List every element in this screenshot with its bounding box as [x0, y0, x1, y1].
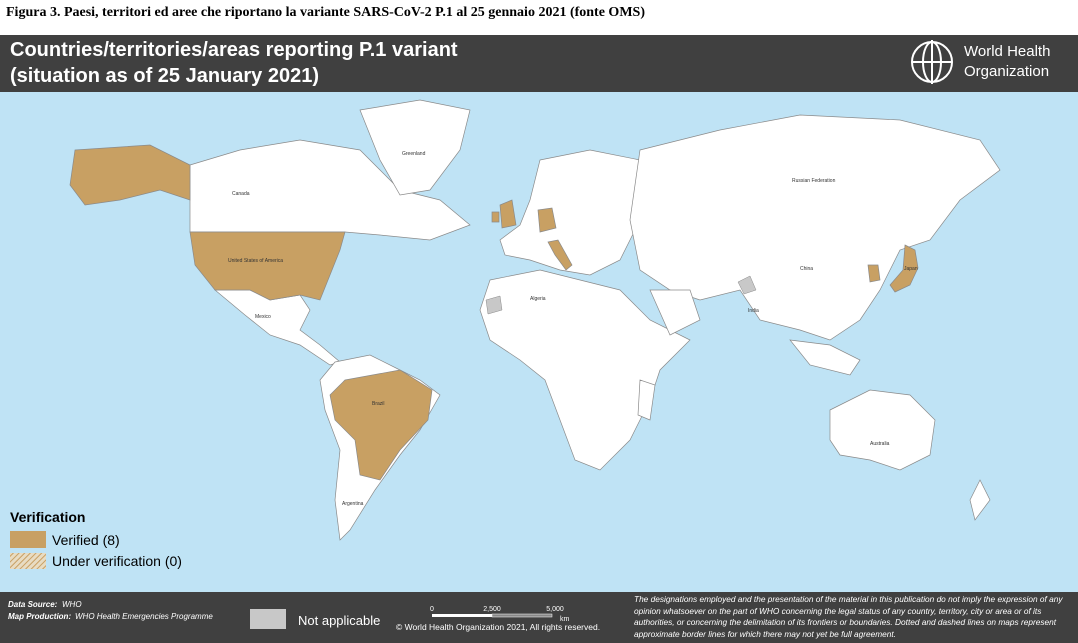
who-emblem	[911, 40, 953, 84]
indonesia	[789, 339, 861, 376]
map-label: Argentina	[342, 501, 364, 507]
scale-unit: km	[560, 616, 570, 623]
scale-label: 2,500	[483, 606, 501, 613]
production-label: Map Production:	[8, 612, 71, 621]
brazil	[329, 369, 433, 481]
alaska	[69, 144, 191, 206]
united-kingdom	[499, 199, 517, 229]
legend-swatch-verified	[10, 531, 46, 548]
logo-line-2: Organization	[964, 63, 1049, 80]
new-zealand	[969, 479, 991, 521]
logo-line-1: World Health	[964, 43, 1050, 60]
legend-title: Verification	[10, 509, 85, 525]
title-line-1: Countries/territories/areas reporting P.…	[10, 39, 458, 61]
ireland	[491, 211, 500, 223]
not-applicable-area	[485, 295, 503, 315]
verified-countries	[69, 144, 919, 481]
map-label: India	[748, 308, 759, 314]
not-applicable-area	[737, 275, 757, 295]
arabia	[649, 289, 701, 336]
not-applicable-swatch	[250, 609, 286, 629]
map-label: Greenland	[402, 151, 426, 157]
map-label: Brazil	[372, 401, 385, 407]
legend-item: Verified (8)	[52, 532, 120, 548]
germany	[537, 207, 557, 233]
greenland	[359, 99, 471, 196]
source-label: Data Source:	[8, 600, 58, 609]
scale-label: 0	[430, 606, 434, 613]
source: WHO	[62, 600, 82, 609]
footer-band	[0, 592, 1078, 643]
map-label: United States of America	[228, 258, 283, 264]
copyright: © World Health Organization 2021, All ri…	[396, 622, 600, 632]
legend-item: Under verification (0)	[52, 553, 182, 569]
land	[189, 99, 1001, 541]
map-label: Japan	[904, 266, 918, 272]
map-label: Mexico	[255, 314, 271, 320]
not-applicable-label: Not applicable	[298, 613, 380, 628]
scale-segment	[432, 614, 492, 617]
australia	[829, 389, 936, 471]
africa	[479, 269, 691, 471]
map-label: Australia	[870, 441, 890, 447]
title-line-2: (situation as of 25 January 2021)	[10, 65, 319, 87]
map-label: Algeria	[530, 296, 546, 302]
figure-caption: Figura 3. Paesi, territori ed aree che r…	[6, 5, 645, 20]
map-label: Canada	[232, 191, 250, 197]
italy	[547, 239, 573, 271]
production: WHO Health Emergencies Programme	[75, 612, 213, 621]
scale-bar	[432, 613, 553, 618]
united-states	[189, 231, 346, 301]
disclaimer: The designations employed and the presen…	[634, 594, 1063, 639]
scale-segment	[491, 613, 553, 618]
japan	[889, 244, 919, 293]
madagascar	[637, 379, 656, 421]
header-band	[0, 35, 1078, 92]
republic-of-korea	[867, 264, 881, 283]
map-label: Russian Federation	[792, 178, 836, 184]
scale-label: 5,000	[546, 606, 564, 613]
map-label: China	[800, 266, 813, 272]
legend-swatch-under-verification	[10, 553, 46, 569]
